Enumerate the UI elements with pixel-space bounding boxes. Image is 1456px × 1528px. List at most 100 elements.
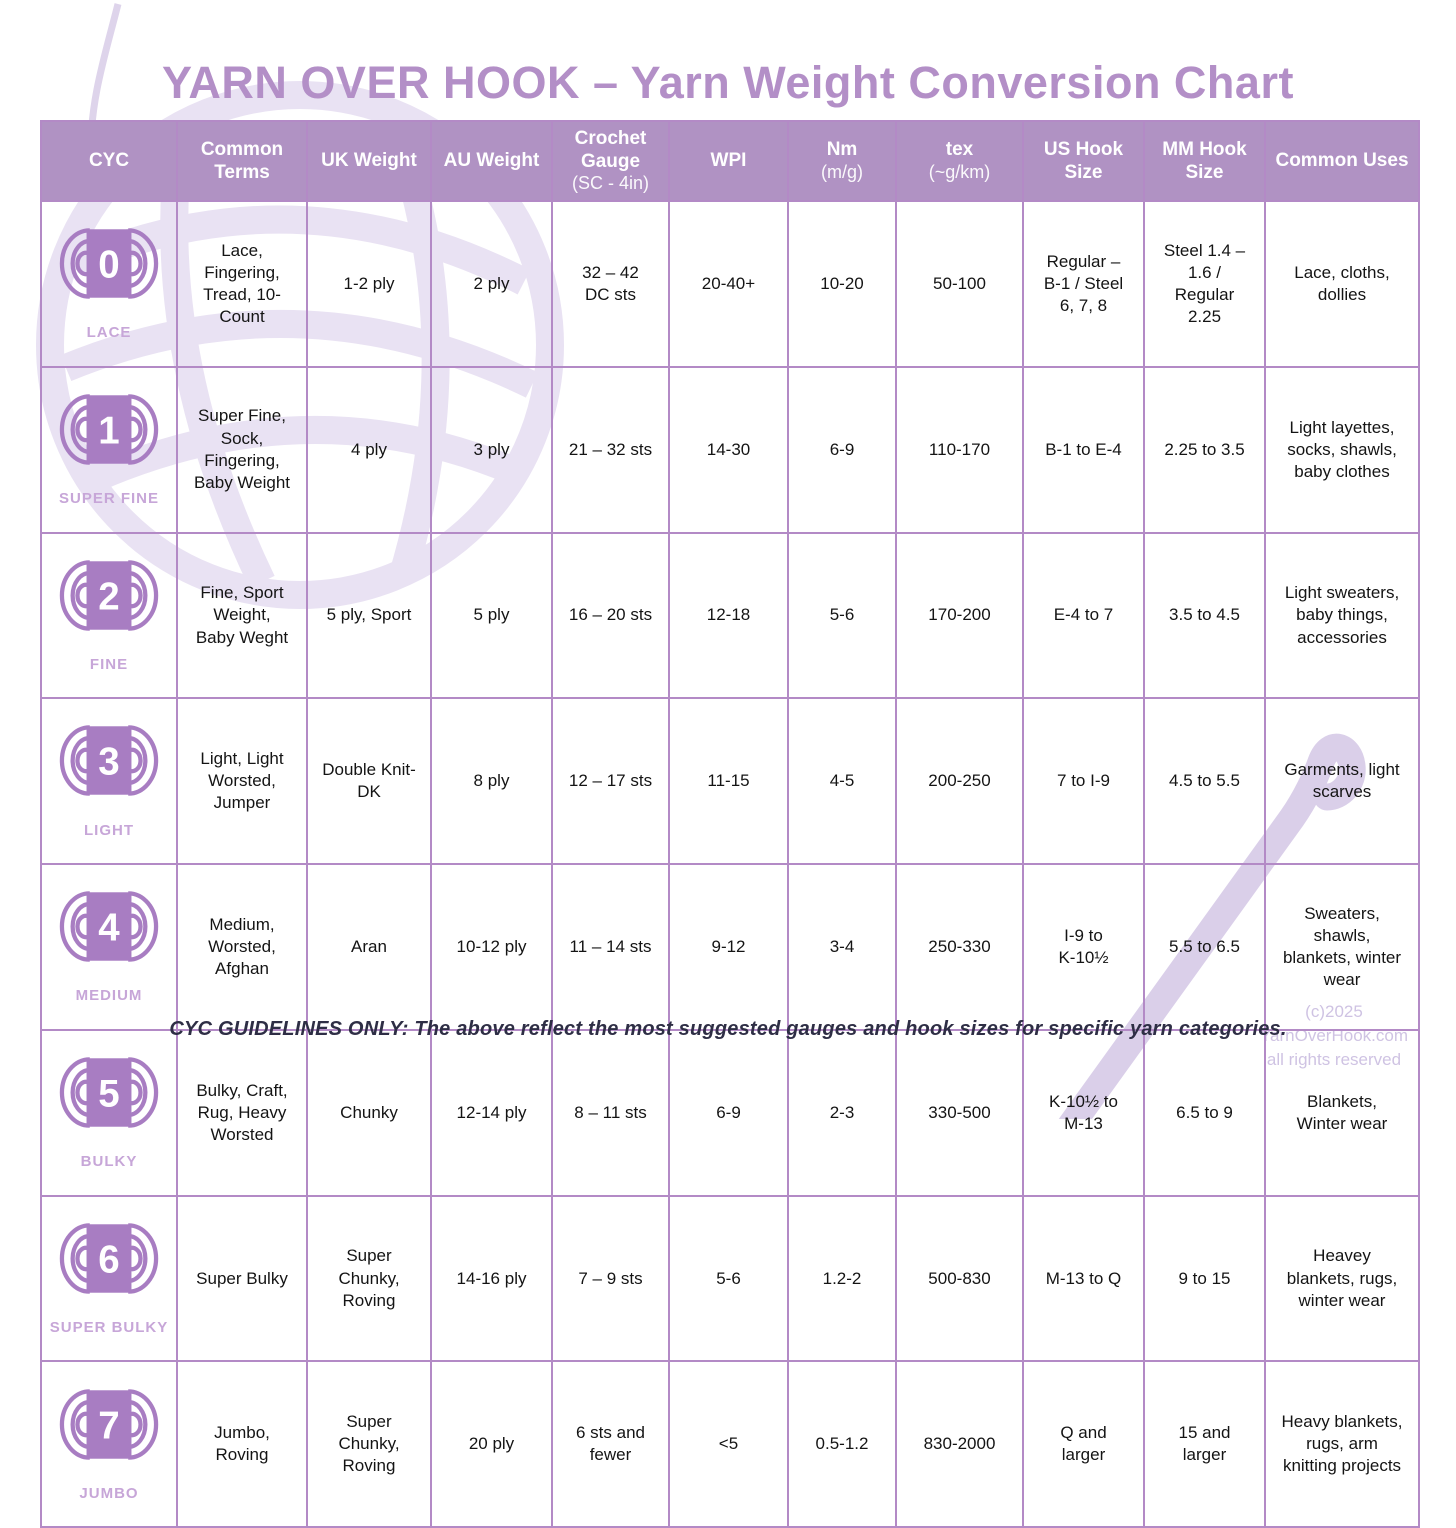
common-uses-cell: Sweaters, shawls, blankets, winter wear (1264, 863, 1420, 1031)
column-header-common-uses: Common Uses (1264, 120, 1420, 202)
table-row: 7 JUMBO Jumbo, Roving Super Chunky, Rovi… (40, 1360, 1420, 1528)
nm-cell: 1.2-2 (787, 1194, 897, 1363)
cyc-category-label: SUPER BULKY (49, 1318, 169, 1336)
cyc-cell: 6 SUPER BULKY (40, 1194, 178, 1363)
cyc-category-label: JUMBO (79, 1484, 139, 1502)
cyc-category-label: FINE (89, 655, 129, 673)
us-hook-size-cell: Regular – B-1 / Steel 6, 7, 8 (1022, 200, 1145, 368)
yarn-weight-conversion-table: CYC Common Terms UK Weight AU Weight Crochet… (40, 120, 1420, 1528)
cyc-category-label: LACE (86, 324, 132, 342)
cyc-category-label: BULKY (80, 1153, 138, 1171)
au-weight-cell: 5 ply (430, 531, 553, 700)
table-row: 0 LACE Lace, Fingering, Tread, 10- Count… (40, 200, 1420, 368)
nm-cell: 2-3 (787, 1028, 897, 1197)
common-uses-cell: Light layettes, socks, shawls, baby clot… (1264, 365, 1420, 534)
tex-cell: 170-200 (895, 531, 1024, 700)
common-uses-cell: Garments, light scarves (1264, 697, 1420, 866)
table-row: 4 MEDIUM Medium, Worsted, Afghan Aran 10… (40, 863, 1420, 1031)
yarn-skein-icon: 3 (59, 725, 159, 797)
column-header-au-weight: AU Weight (430, 120, 553, 202)
page-title: YARN OVER HOOK – Yarn Weight Conversion … (162, 57, 1294, 108)
wpi-cell: 20-40+ (668, 200, 789, 368)
au-weight-cell: 20 ply (430, 1360, 553, 1528)
cyc-number: 0 (98, 243, 119, 286)
au-weight-cell: 3 ply (430, 365, 553, 534)
cyc-number: 1 (98, 409, 119, 452)
cyc-cell: 7 JUMBO (40, 1360, 178, 1528)
table-row: 1 SUPER FINE Super Fine, Sock, Fingering… (40, 365, 1420, 534)
uk-weight-cell: Aran (306, 863, 432, 1031)
yarn-conversion-chart-page: (c)2025 YarnOverHook.com all rights rese… (40, 57, 1420, 1528)
wpi-cell: 11-15 (668, 697, 789, 866)
cyc-number: 2 (98, 575, 119, 618)
nm-cell: 10-20 (787, 200, 897, 368)
crochet-gauge-cell: 7 – 9 sts (551, 1194, 670, 1363)
cyc-cell: 4 MEDIUM (40, 863, 178, 1031)
yarn-skein-icon: 4 (59, 891, 159, 963)
uk-weight-cell: Chunky (306, 1028, 432, 1197)
cyc-cell: 2 FINE (40, 531, 178, 700)
column-header-common-terms: Common Terms (176, 120, 308, 202)
column-header-tex: tex (~g/km) (895, 120, 1024, 202)
cyc-number: 6 (98, 1238, 119, 1281)
tex-cell: 50-100 (895, 200, 1024, 368)
cyc-number: 5 (98, 1072, 119, 1115)
nm-cell: 5-6 (787, 531, 897, 700)
common-uses-cell: Heavy blankets, rugs, arm knitting proje… (1264, 1360, 1420, 1528)
us-hook-size-cell: Q and larger (1022, 1360, 1145, 1528)
uk-weight-cell: 5 ply, Sport (306, 531, 432, 700)
table-header-row: CYC Common Terms UK Weight AU Weight Crochet… (40, 120, 1420, 202)
mm-hook-size-cell: 5.5 to 6.5 (1143, 863, 1266, 1031)
cyc-category-label: LIGHT (84, 821, 134, 839)
crochet-gauge-cell: 12 – 17 sts (551, 697, 670, 866)
crochet-gauge-cell: 11 – 14 sts (551, 863, 670, 1031)
mm-hook-size-cell: 4.5 to 5.5 (1143, 697, 1266, 866)
mm-hook-size-cell: Steel 1.4 – 1.6 / Regular 2.25 (1143, 200, 1266, 368)
nm-cell: 6-9 (787, 365, 897, 534)
crochet-gauge-cell: 8 – 11 sts (551, 1028, 670, 1197)
tex-cell: 200-250 (895, 697, 1024, 866)
common-uses-cell: Light sweaters, baby things, accessories (1264, 531, 1420, 700)
au-weight-cell: 8 ply (430, 697, 553, 866)
us-hook-size-cell: 7 to I-9 (1022, 697, 1145, 866)
yarn-skein-icon: 1 (59, 394, 159, 465)
yarn-skein-icon: 7 (59, 1388, 159, 1460)
column-header-nm: Nm (m/g) (787, 120, 897, 202)
au-weight-cell: 12-14 ply (430, 1028, 553, 1197)
cyc-number: 7 (98, 1404, 119, 1447)
uk-weight-cell: Double Knit- DK (306, 697, 432, 866)
us-hook-size-cell: M-13 to Q (1022, 1194, 1145, 1363)
wpi-cell: 9-12 (668, 863, 789, 1031)
table-row: 6 SUPER BULKY Super Bulky Super Chunky, … (40, 1194, 1420, 1363)
crochet-gauge-cell: 6 sts and fewer (551, 1360, 670, 1528)
crochet-gauge-cell: 32 – 42 DC sts (551, 200, 670, 368)
column-header-uk-weight: UK Weight (306, 120, 432, 202)
common-uses-cell: Blankets, Winter wear (1264, 1028, 1420, 1197)
nm-cell: 4-5 (787, 697, 897, 866)
wpi-cell: <5 (668, 1360, 789, 1528)
common-terms-cell: Lace, Fingering, Tread, 10- Count (176, 200, 308, 368)
uk-weight-cell: 4 ply (306, 365, 432, 534)
yarn-skein-icon: 6 (59, 1222, 159, 1294)
us-hook-size-cell: I-9 to K-10½ (1022, 863, 1145, 1031)
crochet-gauge-cell: 21 – 32 sts (551, 365, 670, 534)
table-row: 5 BULKY Bulky, Craft, Rug, Heavy Worsted… (40, 1028, 1420, 1197)
common-terms-cell: Fine, Sport Weight, Baby Weght (176, 531, 308, 700)
column-header-cyc: CYC (40, 120, 178, 202)
wpi-cell: 12-18 (668, 531, 789, 700)
common-terms-cell: Bulky, Craft, Rug, Heavy Worsted (176, 1028, 308, 1197)
yarn-skein-icon: 2 (59, 559, 159, 631)
cyc-category-label: MEDIUM (75, 987, 143, 1005)
cyc-number: 4 (98, 907, 120, 950)
common-terms-cell: Medium, Worsted, Afghan (176, 863, 308, 1031)
wpi-cell: 6-9 (668, 1028, 789, 1197)
uk-weight-cell: Super Chunky, Roving (306, 1194, 432, 1363)
table-row: 2 FINE Fine, Sport Weight, Baby Weght 5 … (40, 531, 1420, 700)
au-weight-cell: 2 ply (430, 200, 553, 368)
mm-hook-size-cell: 6.5 to 9 (1143, 1028, 1266, 1197)
column-header-us-hook-size: US Hook Size (1022, 120, 1145, 202)
nm-cell: 0.5-1.2 (787, 1360, 897, 1528)
mm-hook-size-cell: 3.5 to 4.5 (1143, 531, 1266, 700)
mm-hook-size-cell: 15 and larger (1143, 1360, 1266, 1528)
yarn-skein-icon: 5 (59, 1057, 159, 1128)
